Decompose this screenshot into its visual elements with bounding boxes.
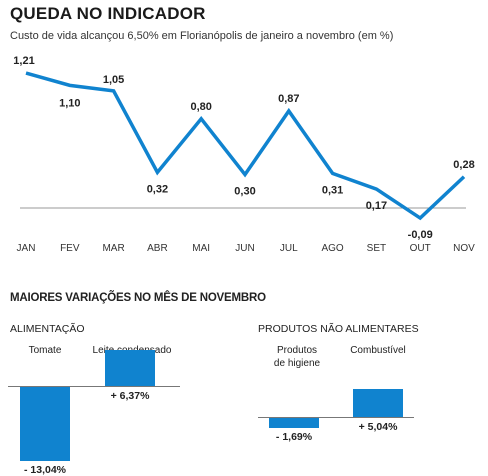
bar-axis-alimentacao <box>8 386 180 387</box>
data-label: 0,28 <box>453 159 474 171</box>
x-tick-label: MAI <box>192 243 210 254</box>
x-tick-label: MAR <box>102 243 124 254</box>
data-label: 0,17 <box>366 200 387 212</box>
bar-value-produtos-de-higiene: - 1,69% <box>275 430 313 443</box>
group-title-alimentacao: ALIMENTAÇÃO <box>10 323 85 335</box>
bar-value-combustivel: + 5,04% <box>358 421 398 433</box>
bar-label-produtos-de-higiene: Produtos de higiene <box>273 345 321 369</box>
data-label: 0,30 <box>234 186 255 198</box>
bar-tomate <box>20 387 70 461</box>
data-label: 1,05 <box>103 74 124 86</box>
x-tick-label: JUL <box>280 243 298 254</box>
bar-produtos-de-higiene <box>269 418 319 428</box>
data-label: 0,87 <box>278 93 299 105</box>
x-tick-label: SET <box>367 243 386 254</box>
chart-subtitle: Custo de vida alcançou 6,50% em Florianó… <box>10 30 394 42</box>
x-tick-label: OUT <box>410 243 431 254</box>
bar-leite-condensado <box>105 350 155 386</box>
bar-axis-nao-alimentares <box>258 417 414 418</box>
x-tick-label: AGO <box>321 243 343 254</box>
x-tick-label: NOV <box>453 243 475 254</box>
data-label: 0,80 <box>190 101 211 113</box>
section-title: MAIORES VARIAÇÕES NO MÊS DE NOVEMBRO <box>10 292 266 304</box>
x-tick-label: JAN <box>17 243 36 254</box>
series-line <box>25 71 466 221</box>
group-title-nao-alimentares: PRODUTOS NÃO ALIMENTARES <box>258 323 419 335</box>
data-label: 1,21 <box>13 55 34 67</box>
data-label: 0,32 <box>147 183 168 195</box>
data-label: -0,09 <box>408 229 433 241</box>
bar-combustivel <box>353 388 403 417</box>
data-label: 1,10 <box>59 97 80 109</box>
x-tick-label: ABR <box>147 243 168 254</box>
bar-label-combustivel: Combustível <box>350 345 406 356</box>
x-tick-label: JUN <box>235 243 254 254</box>
bar-label-tomate: Tomate <box>28 345 62 356</box>
x-tick-label: FEV <box>60 243 80 254</box>
chart-title: QUEDA NO INDICADOR <box>10 4 206 23</box>
data-label: 0,31 <box>322 184 343 196</box>
bar-value-tomate: - 13,04% <box>23 463 67 476</box>
bar-value-leite-condensado: + 6,37% <box>110 390 150 402</box>
line-chart: 1,21 1,10 1,05 0,32 0,80 0,30 0,87 0,31 0,17 -0,0… <box>13 55 475 254</box>
